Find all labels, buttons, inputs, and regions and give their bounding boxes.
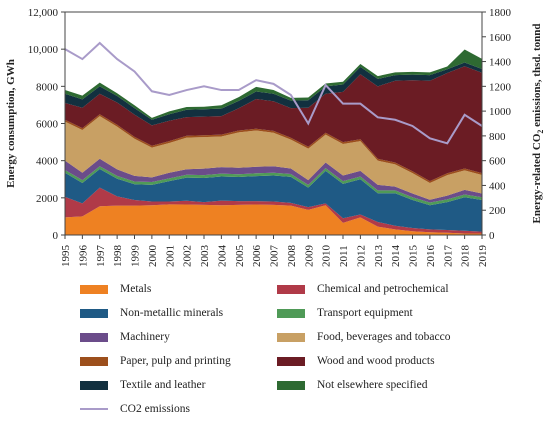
area-series-food-beverages-and-tobacco [65,116,482,200]
legend-label: Food, beverages and tobacco [317,331,451,343]
x-tick-label: 2009 [303,245,315,268]
area-series-transport-equipment [65,166,482,206]
x-axis-ticks: 1995 1996 1997 1998 1999 2000 2001 2002 2003 2004… [60,235,489,267]
x-tick-label: 2017 [442,245,454,268]
x-tick-label: 2019 [477,245,489,268]
y2-axis-title: Energy-related CO2 emissions, thsd. tonn… [531,24,545,224]
y2-tick-label: 0 [489,230,495,242]
legend-swatch [277,308,305,318]
x-tick-label: 2010 [321,245,333,268]
y2-tick-label: 200 [489,205,506,217]
x-tick-label: 1996 [77,245,89,268]
x-tick-label: 2016 [425,245,437,268]
x-tick-label: 2000 [147,245,159,268]
legend-item: Machinery [80,331,170,343]
y2-tick-label: 800 [489,131,506,143]
x-tick-label: 2011 [338,245,350,267]
x-tick-label: 2018 [460,245,472,268]
y-tick-label: 2000 [36,193,59,205]
legend-label: Wood and wood products [317,355,435,367]
legend-label: Textile and leather [120,379,206,391]
legend-label: Chemical and petrochemical [317,283,449,295]
y2-tick-label: 400 [489,180,506,192]
chart: 0 2000 4000 6000 8000 10,000 12,000 0 200 400 600… [5,7,545,267]
legend-label: Transport equipment [317,307,413,319]
x-tick-label: 1999 [130,245,142,268]
x-tick-label: 1997 [95,245,107,268]
y-tick-label: 12,000 [28,7,59,19]
legend-label: Metals [120,283,152,295]
legend-item: Food, beverages and tobacco [277,331,450,343]
x-tick-label: 2008 [286,245,298,268]
area-series-wood-and-wood-products [65,66,482,182]
legend-label: Non-metallic minerals [120,307,224,319]
x-tick-label: 1998 [112,245,124,268]
y-tick-label: 10,000 [28,44,59,56]
x-tick-label: 2014 [390,245,402,268]
legend-swatch [277,284,305,294]
legend-swatch [277,356,305,366]
y-tick-label: 4000 [36,156,59,168]
legend-item: Metals [80,283,151,295]
y2-axis-ticks: 0 200 400 600 800 1000 1200 1400 1600 1800 [482,7,512,242]
area-series-machinery [65,158,482,203]
legend-item: Transport equipment [277,307,413,319]
y2-tick-label: 1600 [489,32,512,44]
legend-swatch [80,308,108,318]
legend-swatch [277,332,305,342]
y-tick-label: 8000 [36,81,59,93]
legend-item: CO2 emissions [80,403,190,415]
legend-swatch [80,332,108,342]
line-series-co2-emissions [64,41,483,145]
y-tick-label: 0 [53,230,59,242]
area-series-non-metallic-minerals [65,169,482,232]
x-tick-label: 2013 [373,245,385,268]
y2-tick-label: 1200 [489,81,512,93]
y2-tick-label: 600 [489,156,506,168]
y2-tick-label: 1800 [489,7,512,19]
x-tick-label: 2015 [408,245,420,268]
x-tick-label: 2003 [199,245,211,268]
legend-label: CO2 emissions [120,403,190,415]
legend-item: Non-metallic minerals [80,307,223,319]
x-tick-label: 1995 [60,245,72,268]
y-axis-ticks: 0 2000 4000 6000 8000 10,000 12,000 [28,7,65,242]
x-tick-label: 2001 [164,245,176,267]
x-tick-label: 2005 [234,245,246,268]
area-series-textile-and-leather [65,62,482,126]
legend-item: Wood and wood products [277,355,435,367]
legend-item: Chemical and petrochemical [277,283,449,295]
legend-label: Paper, pulp and printing [120,355,231,367]
legend-swatch [80,356,108,366]
x-tick-label: 2012 [355,245,367,267]
legend-item: Textile and leather [80,379,205,391]
y-axis-title: Energy consumption, GWh [5,59,17,188]
co2-line-layer [64,41,483,145]
legend-swatch [80,408,108,410]
x-tick-label: 2006 [251,245,263,268]
area-series-metals [65,204,482,235]
x-tick-label: 2004 [216,245,228,268]
y2-tick-label: 1000 [489,106,512,118]
legend-item: Paper, pulp and printing [80,355,231,367]
x-tick-label: 2007 [269,245,281,268]
legend-swatch [277,380,305,390]
area-layers [65,49,482,235]
y2-tick-label: 1400 [489,57,512,69]
area-series-chemical-and-petrochemical [65,187,482,234]
legend-label: Machinery [120,331,170,343]
legend-swatch [80,284,108,294]
x-tick-label: 2002 [182,245,194,267]
legend-item: Not elsewhere specified [277,379,427,391]
legend-swatch [80,380,108,390]
legend-label: Not elsewhere specified [317,379,428,391]
y-tick-label: 6000 [36,119,59,131]
